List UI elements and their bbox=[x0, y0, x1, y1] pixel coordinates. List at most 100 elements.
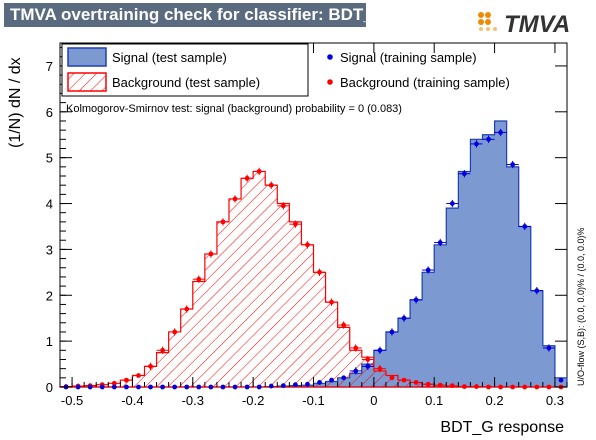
y-tick-label: 6 bbox=[46, 105, 53, 120]
signal-training-point bbox=[546, 345, 552, 351]
x-tick-label: 0.3 bbox=[546, 393, 564, 408]
overflow-text: U/O-flow (S,B): (0.0, 0.0)% / (0.0, 0.0)… bbox=[576, 227, 586, 386]
axes-layer: -0.5 -0.4 -0.3 -0.2 -0.1 0 0.1 0.2 0.3 0 1 2 3 4 5 6 7 bbox=[46, 43, 568, 408]
background-training-point bbox=[365, 357, 371, 362]
x-tick-label: 0.1 bbox=[425, 393, 443, 408]
background-training-point bbox=[449, 383, 455, 389]
signal-training-point bbox=[280, 383, 286, 389]
background-training-point bbox=[353, 345, 359, 351]
background-training-point bbox=[220, 219, 226, 225]
signal-training-point bbox=[87, 384, 93, 390]
signal-training-point bbox=[160, 384, 166, 390]
legend-signal-test-label: Signal (test sample) bbox=[112, 50, 227, 65]
y-tick-label: 5 bbox=[46, 151, 53, 166]
signal-training-point bbox=[474, 141, 479, 147]
y-tick-label: 4 bbox=[46, 197, 53, 212]
signal-training-point bbox=[498, 130, 504, 135]
legend-background-training-label: Background (training sample) bbox=[340, 75, 510, 90]
signal-training-point bbox=[437, 240, 443, 245]
histogram-layer bbox=[59, 120, 568, 388]
y-tick-label: 2 bbox=[46, 288, 53, 303]
signal-training-point bbox=[522, 224, 528, 229]
background-training-point bbox=[474, 384, 479, 389]
ks-test-text: Kolmogorov-Smirnov test: signal (backgro… bbox=[66, 103, 402, 115]
signal-training-point bbox=[329, 377, 335, 383]
signal-training-point bbox=[425, 267, 431, 273]
signal-training-point bbox=[413, 297, 419, 303]
signal-training-point bbox=[136, 384, 141, 390]
signal-training-point bbox=[111, 384, 117, 390]
y-tick-label: 0 bbox=[46, 380, 53, 395]
y-tick-label: 3 bbox=[46, 242, 53, 257]
x-axis-label: BDT_G response bbox=[440, 419, 564, 436]
background-training-point bbox=[196, 276, 202, 282]
background-training-point bbox=[111, 380, 117, 386]
background-training-point bbox=[136, 373, 141, 378]
x-tick-label: -0.2 bbox=[242, 393, 264, 408]
signal-training-point bbox=[317, 380, 322, 385]
chart-title: TMVA overtraining check for classifier: … bbox=[4, 3, 386, 27]
background-training-point bbox=[148, 363, 153, 369]
signal-training-point bbox=[208, 384, 214, 390]
signal-training-point bbox=[305, 381, 310, 387]
legend-background-test-label: Background (test sample) bbox=[112, 75, 260, 90]
background-training-point bbox=[292, 221, 298, 227]
background-training-point bbox=[498, 384, 504, 390]
background-training-point bbox=[437, 382, 443, 388]
background-training-point bbox=[172, 329, 178, 335]
signal-training-point bbox=[365, 363, 371, 369]
signal-training-point bbox=[75, 384, 81, 390]
signal-training-point bbox=[558, 377, 564, 383]
signal-training-point bbox=[389, 329, 395, 335]
background-training-point bbox=[461, 384, 467, 389]
signal-training-point bbox=[534, 288, 540, 294]
background-training-point bbox=[486, 384, 491, 390]
background-training-point bbox=[208, 251, 214, 257]
signal-training-point bbox=[486, 136, 491, 142]
background-training-point bbox=[160, 347, 166, 353]
signal-training-point bbox=[220, 384, 226, 390]
background-training-point bbox=[244, 175, 250, 181]
legend-signal-training-label: Signal (training sample) bbox=[340, 50, 477, 65]
background-training-point bbox=[329, 299, 335, 305]
signal-training-point bbox=[196, 384, 202, 390]
logo-text: TMVA bbox=[504, 11, 570, 38]
legend-background-test-swatch bbox=[67, 72, 107, 92]
signal-training-point bbox=[449, 201, 455, 206]
signal-training-point bbox=[232, 384, 238, 390]
background-training-point bbox=[256, 169, 262, 174]
x-tick-label: 0.2 bbox=[486, 393, 504, 408]
y-axis-label: (1/N) dN / dx bbox=[7, 57, 24, 148]
legend-signal-test-swatch bbox=[67, 47, 107, 67]
background-training-point bbox=[184, 306, 190, 312]
x-tick-label: 0 bbox=[370, 393, 377, 408]
signal-training-point bbox=[341, 375, 347, 381]
signal-training-point bbox=[268, 383, 274, 389]
background-training-point bbox=[389, 375, 395, 381]
signal-training-point bbox=[353, 368, 359, 374]
legend: Signal (test sample) Background (test sa… bbox=[61, 43, 510, 97]
y-tick-label: 1 bbox=[46, 334, 53, 349]
x-tick-label: -0.3 bbox=[182, 393, 204, 408]
signal-training-point bbox=[244, 384, 250, 390]
legend-signal-training-marker bbox=[327, 54, 333, 60]
legend-background-training-marker bbox=[327, 79, 333, 85]
background-training-point bbox=[522, 384, 528, 390]
x-tick-label: -0.5 bbox=[61, 393, 83, 408]
points-layer bbox=[63, 128, 564, 390]
background-training-point bbox=[377, 366, 383, 372]
signal-training-point bbox=[377, 347, 383, 353]
background-training-point bbox=[280, 203, 286, 209]
signal-training-point bbox=[99, 384, 105, 390]
background-training-point bbox=[232, 196, 238, 202]
x-tick-label: -0.1 bbox=[302, 393, 324, 408]
signal-training-point bbox=[172, 384, 178, 390]
signal-training-point bbox=[461, 171, 467, 177]
background-training-point bbox=[317, 269, 322, 275]
background-training-point bbox=[534, 384, 540, 390]
background-training-point bbox=[123, 377, 129, 383]
background-training-point bbox=[510, 384, 516, 390]
signal-training-point bbox=[123, 384, 129, 390]
background-training-point bbox=[341, 322, 347, 328]
